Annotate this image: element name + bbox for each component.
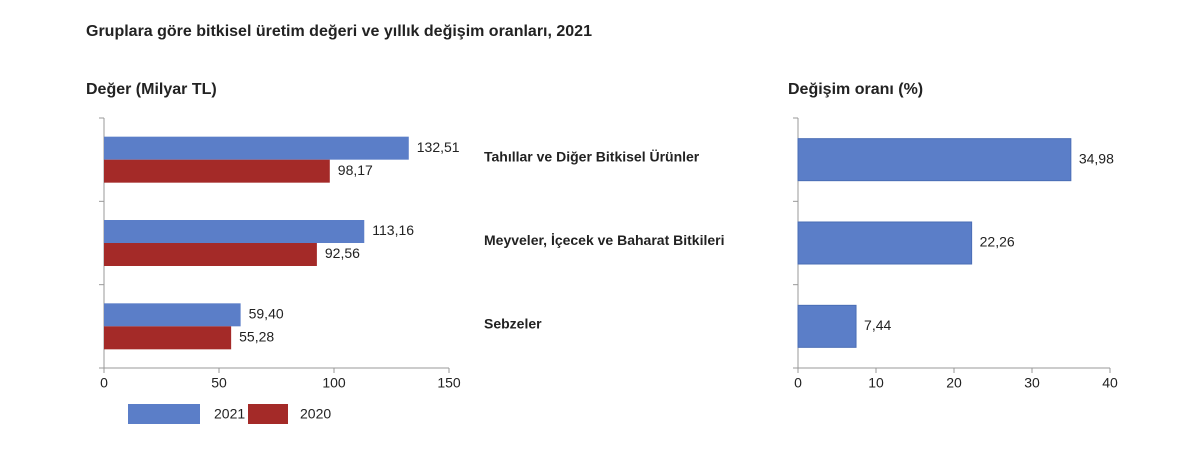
- bar: [797, 304, 857, 348]
- bar: [104, 326, 232, 350]
- left-chart-title: Değer (Milyar TL): [86, 81, 217, 98]
- x-tick-label: 30: [1024, 375, 1040, 391]
- bar: [797, 221, 973, 265]
- value-label: 132,51: [417, 139, 460, 155]
- value-label: 92,56: [325, 245, 360, 261]
- category-label: Meyveler, İçecek ve Baharat Bitkileri: [484, 232, 724, 248]
- value-label: 22,26: [980, 234, 1015, 250]
- value-label: 34,98: [1079, 150, 1114, 166]
- legend-label: 2021: [214, 406, 245, 422]
- bar: [104, 243, 317, 266]
- x-tick-label: 0: [794, 375, 802, 391]
- x-tick-label: 40: [1102, 375, 1118, 391]
- right-chart-title: Değişim oranı (%): [788, 81, 923, 98]
- value-label: 55,28: [239, 329, 274, 345]
- bar: [797, 138, 1072, 182]
- legend-swatch: [128, 404, 200, 424]
- category-label: Sebzeler: [484, 315, 542, 331]
- x-tick-label: 10: [868, 375, 884, 391]
- bar: [104, 159, 330, 183]
- value-label: 98,17: [338, 162, 373, 178]
- x-tick-label: 0: [100, 375, 108, 391]
- x-tick-label: 100: [322, 375, 346, 391]
- legend-swatch: [248, 404, 288, 424]
- bar: [104, 136, 409, 160]
- bar: [104, 220, 365, 243]
- category-label: Tahıllar ve Diğer Bitkisel Ürünler: [484, 149, 700, 165]
- x-tick-label: 50: [211, 375, 227, 391]
- legend-label: 2020: [300, 406, 331, 422]
- page-title: Gruplara göre bitkisel üretim değeri ve …: [86, 23, 592, 40]
- x-tick-label: 20: [946, 375, 962, 391]
- value-label: 7,44: [864, 317, 891, 333]
- value-label: 59,40: [249, 306, 284, 322]
- bar: [104, 303, 241, 327]
- value-label: 113,16: [372, 222, 414, 238]
- x-tick-label: 150: [437, 375, 461, 391]
